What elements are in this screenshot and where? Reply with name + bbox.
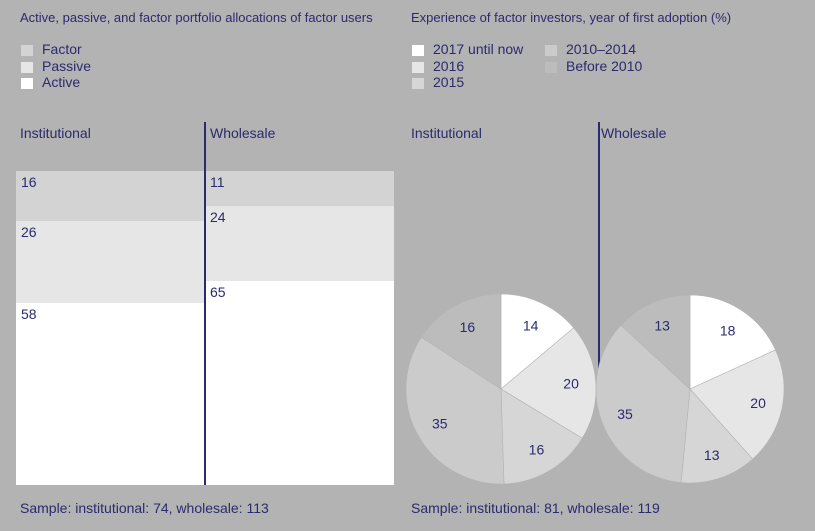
right-chart-title: Experience of factor investors, year of … [411, 10, 732, 25]
pie-slice-wholesale-2 [680, 388, 754, 484]
right-legend-label-0: 2017 until now [433, 41, 524, 57]
pie-label-institutional-2: 16 [529, 442, 545, 458]
right-legend-swatch-3 [545, 45, 557, 56]
pie-slice-wholesale-0 [689, 294, 776, 390]
bar-segment-institutional-factor [16, 171, 205, 222]
right-col-institutional: Institutional [411, 125, 482, 141]
right-legend-label-4: Before 2010 [566, 58, 643, 74]
left-legend-swatch-1 [21, 62, 33, 73]
pie-slice-institutional-0 [500, 293, 575, 390]
left-footnote: Sample: institutional: 74, wholesale: 11… [20, 500, 269, 516]
pie-slice-institutional-1 [500, 327, 597, 439]
pie-slice-wholesale-3 [595, 324, 691, 483]
left-col-institutional: Institutional [20, 125, 91, 141]
left-legend-label-1: Passive [42, 58, 92, 74]
left-chart-title: Active, passive, and factor portfolio al… [20, 10, 373, 25]
bar-label-institutional-factor: 16 [21, 174, 37, 190]
right-col-wholesale: Wholesale [601, 125, 667, 141]
left-legend-swatch-2 [21, 78, 33, 89]
pie-label-institutional-4: 16 [460, 319, 476, 335]
left-col-wholesale: Wholesale [210, 125, 276, 141]
pie-label-institutional-1: 20 [563, 376, 579, 392]
pie-slice-institutional-3 [405, 336, 505, 485]
pie-slice-institutional-2 [500, 388, 583, 485]
pie-label-wholesale-0: 18 [720, 322, 736, 338]
right-legend-swatch-0 [412, 45, 424, 56]
bar-label-wholesale-factor: 11 [210, 174, 225, 190]
bar-segment-institutional-passive [16, 221, 205, 303]
right-footnote: Sample: institutional: 81, wholesale: 11… [411, 500, 660, 516]
bar-segment-wholesale-passive [205, 205, 394, 281]
right-legend-label-1: 2016 [433, 58, 465, 74]
bar-segment-institutional-active [16, 302, 205, 485]
right-divider [598, 122, 600, 390]
right-legend-label-3: 2010–2014 [566, 41, 637, 57]
left-legend-label-0: Factor [42, 41, 82, 57]
bar-label-institutional-active: 58 [21, 305, 37, 322]
left-divider [204, 122, 206, 485]
left-legend-swatch-0 [21, 45, 33, 56]
pie-label-wholesale-1: 20 [750, 395, 766, 411]
right-legend-label-2: 2015 [433, 74, 465, 90]
bar-label-institutional-passive: 26 [21, 224, 37, 241]
bar-label-wholesale-passive: 24 [210, 208, 226, 225]
pie-slice-wholesale-1 [689, 349, 785, 460]
pie-label-wholesale-4: 13 [654, 317, 670, 333]
right-legend-swatch-2 [412, 78, 424, 89]
pie-label-institutional-0: 14 [523, 317, 539, 333]
pie-slice-institutional-4 [420, 293, 502, 390]
bar-segment-wholesale-active [205, 280, 394, 485]
pie-label-wholesale-3: 35 [617, 406, 633, 422]
right-legend-swatch-4 [545, 62, 557, 73]
bar-label-wholesale-active: 65 [210, 283, 226, 300]
pie-slice-wholesale-4 [620, 294, 691, 390]
bar-segment-wholesale-factor [205, 171, 394, 206]
pie-label-institutional-3: 35 [432, 416, 448, 432]
left-legend-label-2: Active [42, 74, 81, 90]
right-legend-swatch-1 [412, 62, 424, 73]
pie-label-wholesale-2: 13 [704, 447, 720, 463]
